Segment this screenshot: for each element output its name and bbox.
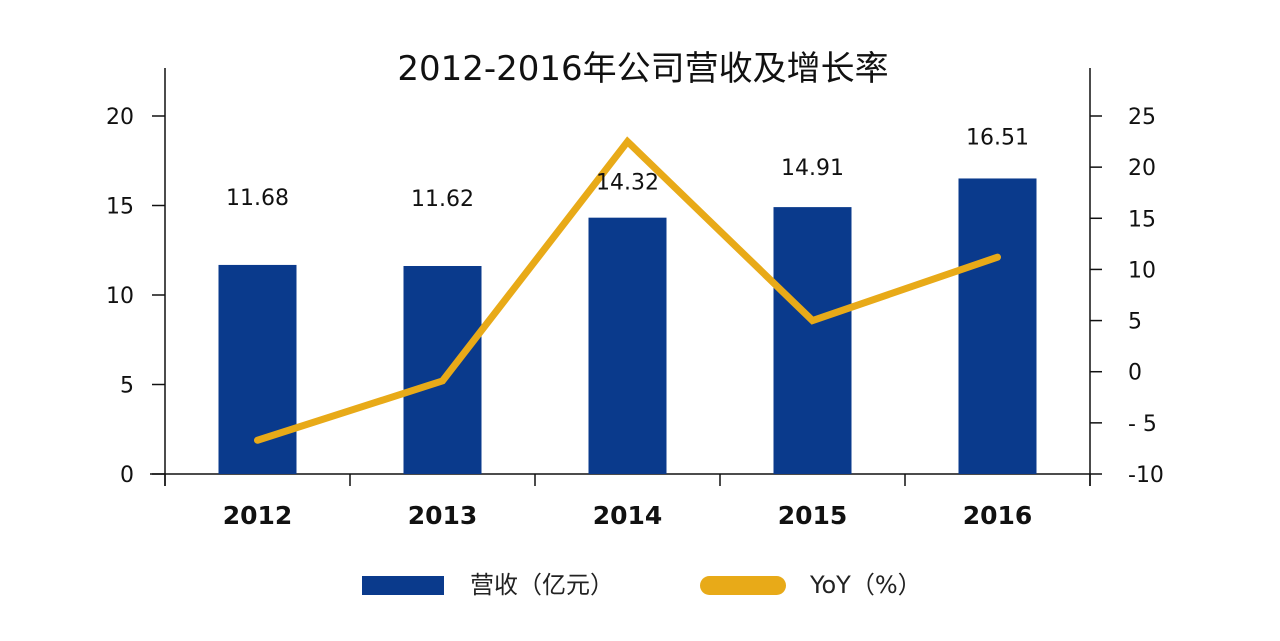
y-right-tick-label: 25 <box>1128 105 1156 130</box>
line-series <box>254 136 1001 444</box>
y-left-tick-label: 0 <box>120 463 134 488</box>
bar-data-label: 11.62 <box>411 187 474 212</box>
chart-title: 2012-2016年公司营收及增长率 <box>397 49 888 89</box>
bar <box>773 207 852 474</box>
y-left-tick-label: 15 <box>106 195 134 220</box>
y-right-tick-label: 5 <box>1128 310 1142 335</box>
bar <box>403 266 482 474</box>
y-left-tick-label: 20 <box>106 105 134 130</box>
legend-swatch-line <box>700 576 786 595</box>
y-right-tick-label: - 5 <box>1128 412 1157 437</box>
y-right-tick-label: -10 <box>1128 463 1164 488</box>
bar-data-label: 11.68 <box>226 186 289 211</box>
bar-data-label: 16.51 <box>966 125 1029 150</box>
bar <box>588 217 667 474</box>
x-tick-label: 2013 <box>408 501 478 530</box>
x-tick-label: 2015 <box>778 501 848 530</box>
y-left-tick-label: 5 <box>120 374 134 399</box>
bar-series <box>218 178 1037 474</box>
bar-data-label: 14.91 <box>781 156 844 181</box>
legend: 营收（亿元） YoY（%） <box>362 571 922 599</box>
x-tick-label: 2012 <box>223 501 293 530</box>
y-right-tick-label: 0 <box>1128 361 1142 386</box>
legend-swatch-bar <box>362 576 444 595</box>
x-tick-label: 2014 <box>593 501 663 530</box>
x-tick-label: 2016 <box>963 501 1033 530</box>
bar <box>958 178 1037 474</box>
data-labels: 11.68 11.62 14.32 14.91 16.51 <box>226 125 1029 212</box>
legend-label-bar: 营收（亿元） <box>470 571 614 599</box>
y-left-tick-label: 10 <box>106 284 134 309</box>
legend-label-line: YoY（%） <box>809 571 922 599</box>
y-right-tick-label: 10 <box>1128 258 1156 283</box>
y-right-tick-label: 20 <box>1128 156 1156 181</box>
bar-data-label: 14.32 <box>596 171 659 196</box>
axes: 0 5 10 15 20 -10 - 5 0 5 10 15 20 25 2012 2013 2014 2015… <box>106 68 1164 530</box>
y-right-tick-label: 15 <box>1128 207 1156 232</box>
